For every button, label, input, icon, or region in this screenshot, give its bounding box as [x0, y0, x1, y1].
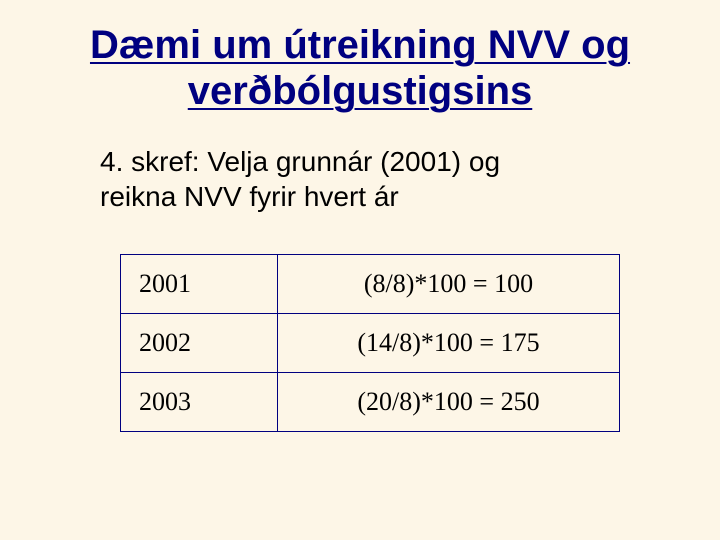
nvv-table: 2001 (8/8)*100 = 100 2002 (14/8)*100 = 1… [120, 254, 620, 432]
table-row: 2003 (20/8)*100 = 250 [121, 373, 620, 432]
table-row: 2002 (14/8)*100 = 175 [121, 314, 620, 373]
subtitle-line-1: 4. skref: Velja grunnár (2001) og [100, 146, 500, 177]
title-line-2: verðbólgustigsins [188, 69, 533, 113]
calc-cell: (20/8)*100 = 250 [278, 373, 620, 432]
year-cell: 2003 [121, 373, 278, 432]
year-cell: 2001 [121, 255, 278, 314]
subtitle-line-2: reikna NVV fyrir hvert ár [100, 181, 399, 212]
title-line-1: Dæmi um útreikning NVV og [90, 23, 630, 67]
slide: Dæmi um útreikning NVV og verðbólgustigs… [0, 0, 720, 540]
slide-title: Dæmi um útreikning NVV og verðbólgustigs… [40, 22, 680, 114]
table-row: 2001 (8/8)*100 = 100 [121, 255, 620, 314]
calc-cell: (8/8)*100 = 100 [278, 255, 620, 314]
year-cell: 2002 [121, 314, 278, 373]
calc-cell: (14/8)*100 = 175 [278, 314, 620, 373]
slide-subtitle: 4. skref: Velja grunnár (2001) og reikna… [100, 144, 640, 214]
